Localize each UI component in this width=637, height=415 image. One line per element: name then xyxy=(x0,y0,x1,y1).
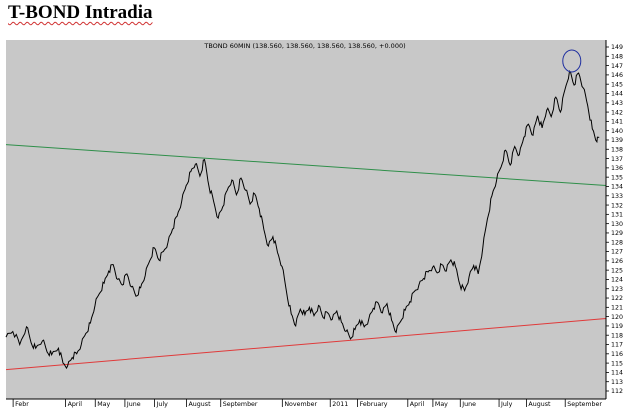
y-tick-label: 127 xyxy=(611,249,623,256)
support-trendline xyxy=(5,317,607,371)
x-tick-label: June xyxy=(126,401,141,408)
y-tick-label: 149 xyxy=(611,44,623,51)
y-tick-label: 113 xyxy=(611,379,623,386)
y-tick-label: 143 xyxy=(611,100,623,107)
chart-title: TBOND 60MIN (138.560, 138.560, 138.560, … xyxy=(203,42,405,50)
x-tick-label: February xyxy=(360,401,388,408)
y-tick-label: 140 xyxy=(611,128,623,135)
x-tick-label: August xyxy=(189,401,212,408)
trendlines xyxy=(5,144,607,371)
y-tick-label: 147 xyxy=(611,63,623,70)
y-tick-label: 144 xyxy=(611,91,623,98)
x-tick-label: November xyxy=(284,401,317,408)
x-tick-label: April xyxy=(410,401,425,408)
y-tick-label: 124 xyxy=(611,277,623,284)
y-tick-label: 118 xyxy=(611,332,623,339)
x-tick-label: April xyxy=(68,401,83,408)
y-tick-label: 145 xyxy=(611,81,623,88)
x-axis: Febr April May June July August September Novem… xyxy=(6,398,606,408)
y-tick-label: 130 xyxy=(611,221,623,228)
y-tick-label: 117 xyxy=(611,342,623,349)
plot-background xyxy=(6,40,606,399)
annotations xyxy=(562,49,582,73)
series-layer xyxy=(5,70,600,370)
x-tick-label: 2011 xyxy=(332,401,348,408)
y-tick-label: 139 xyxy=(611,137,623,144)
y-tick-label: 138 xyxy=(611,146,623,153)
y-axis: 112 113 114 115 116 117 118 119 120 121 122 123 124 1… xyxy=(605,40,623,399)
y-tick-label: 142 xyxy=(611,109,623,116)
y-tick-label: 112 xyxy=(611,388,623,395)
y-tick-label: 129 xyxy=(611,230,623,237)
y-tick-label: 128 xyxy=(611,239,623,246)
y-tick-label: 116 xyxy=(611,351,623,358)
y-tick-label: 131 xyxy=(611,212,623,219)
y-tick-label: 136 xyxy=(611,165,623,172)
peak-highlight-circle xyxy=(562,49,582,73)
y-tick-label: 137 xyxy=(611,156,623,163)
y-tick-label: 132 xyxy=(611,202,623,209)
y-tick-label: 135 xyxy=(611,174,623,181)
x-tick-label: September xyxy=(223,401,258,408)
resistance-trendline xyxy=(5,144,607,187)
x-tick-label: May xyxy=(435,401,448,408)
y-tick-label: 134 xyxy=(611,184,623,191)
x-tick-label: August xyxy=(528,401,551,408)
x-tick-label: July xyxy=(500,401,513,408)
y-tick-label: 141 xyxy=(611,119,623,126)
y-tick-label: 146 xyxy=(611,72,623,79)
x-tick-label: July xyxy=(156,401,169,408)
price-series-line xyxy=(5,70,600,370)
y-tick-label: 119 xyxy=(611,323,623,330)
y-tick-label: 120 xyxy=(611,314,623,321)
y-tick-label: 114 xyxy=(611,370,623,377)
y-tick-label: 125 xyxy=(611,267,623,274)
y-tick-label: 126 xyxy=(611,258,623,265)
x-tick-label: June xyxy=(461,401,476,408)
x-tick-label: Febr xyxy=(15,401,29,408)
page-title: T-BOND Intradia xyxy=(8,2,153,23)
y-tick-label: 115 xyxy=(611,360,623,367)
y-tick-label: 148 xyxy=(611,53,623,60)
x-tick-label: May xyxy=(97,401,110,408)
y-tick-label: 133 xyxy=(611,193,623,200)
y-tick-label: 121 xyxy=(611,305,623,312)
x-tick-label: September xyxy=(567,401,602,408)
y-tick-label: 123 xyxy=(611,286,623,293)
y-tick-label: 122 xyxy=(611,295,623,302)
